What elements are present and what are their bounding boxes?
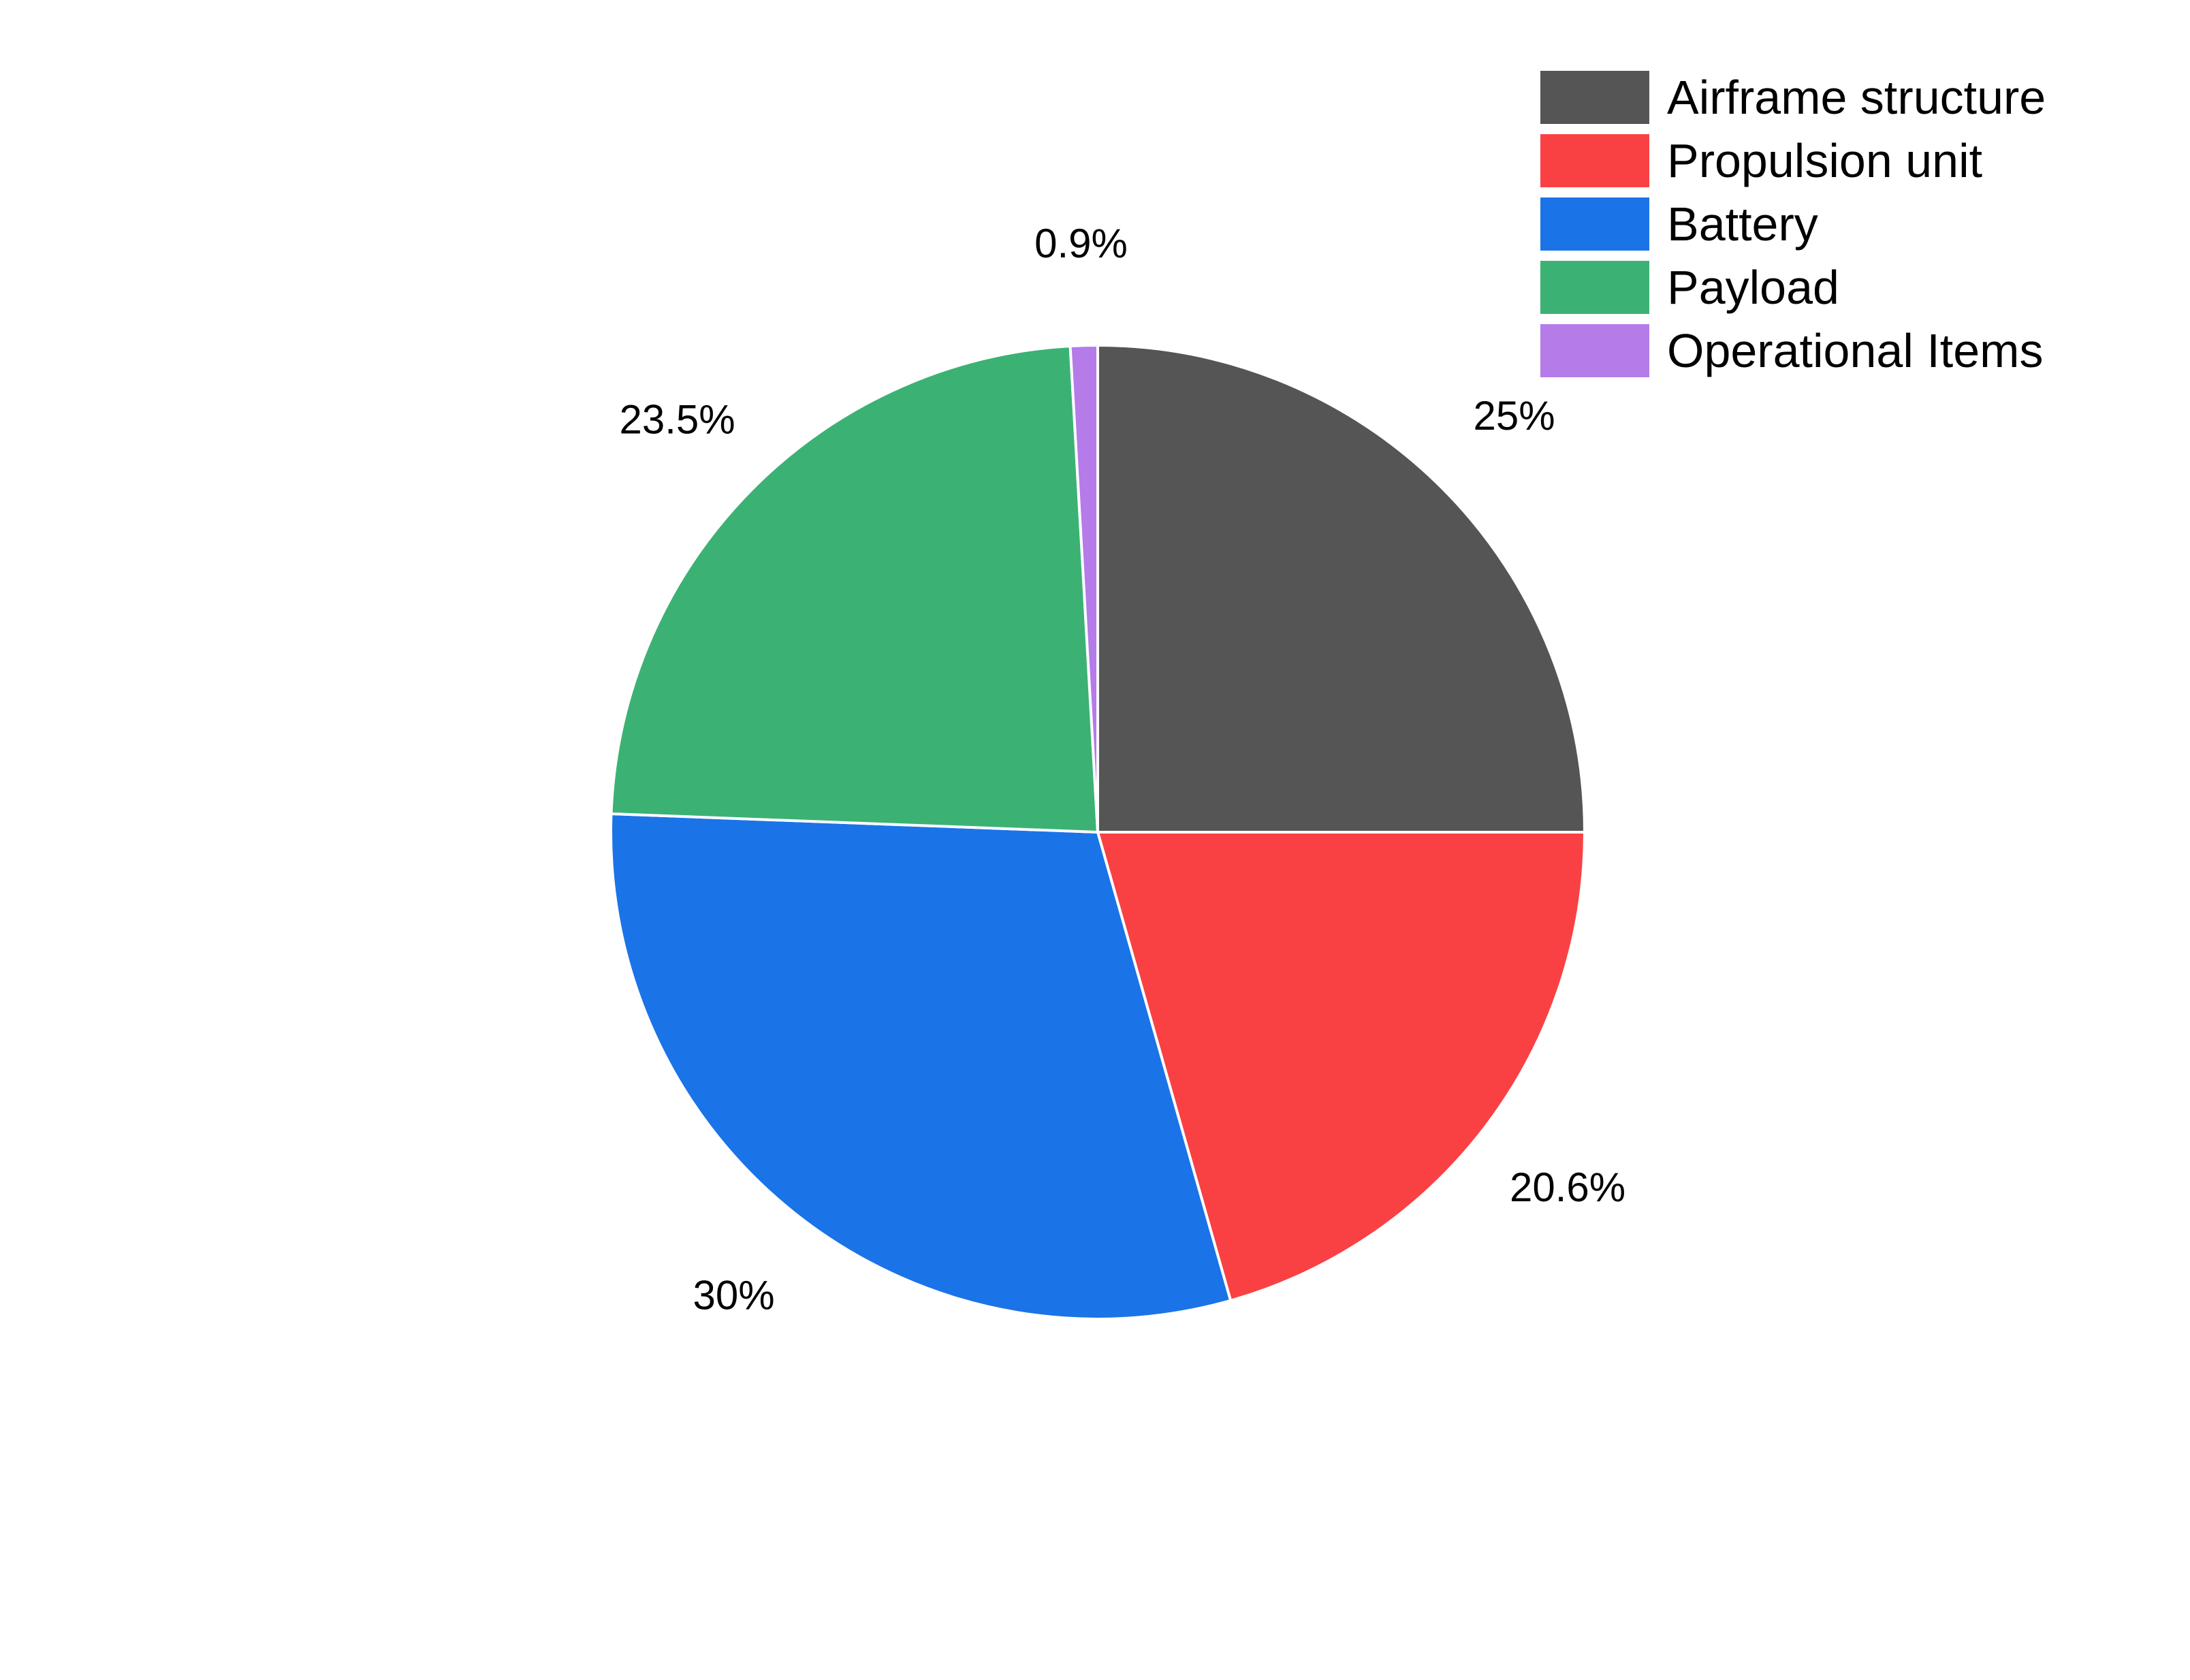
pie-slice-labels: 25% 20.6% 30% 23.5% 0.9% <box>620 221 1626 1318</box>
legend-swatch-2 <box>1540 134 1649 187</box>
legend-swatch-3 <box>1540 197 1649 251</box>
legend-label-1: Airframe structure <box>1667 71 2046 124</box>
pie-slice-3 <box>609 812 1233 1320</box>
legend-label-3: Battery <box>1667 197 1818 251</box>
legend-label-4: Payload <box>1667 261 1839 314</box>
pie-slice-4 <box>609 345 1099 834</box>
pie-value-label-5: 0.9% <box>1034 221 1128 266</box>
legend-swatch-4 <box>1540 261 1649 314</box>
legend: Airframe structure Propulsion unit Battery… <box>1540 71 2046 377</box>
pie-value-label-1: 25% <box>1474 393 1555 439</box>
pie-value-label-3: 30% <box>693 1273 775 1318</box>
legend-label-5: Operational Items <box>1667 324 2043 377</box>
legend-swatch-1 <box>1540 71 1649 124</box>
pie-value-label-2: 20.6% <box>1510 1164 1625 1210</box>
pie-slices <box>609 343 1586 1320</box>
legend-label-2: Propulsion unit <box>1667 134 1982 187</box>
pie-value-label-4: 23.5% <box>620 397 735 443</box>
legend-swatch-5 <box>1540 324 1649 377</box>
pie-slice-2 <box>1096 831 1586 1302</box>
pie-slice-5 <box>1068 343 1099 834</box>
pie-slice-1 <box>1096 344 1586 834</box>
